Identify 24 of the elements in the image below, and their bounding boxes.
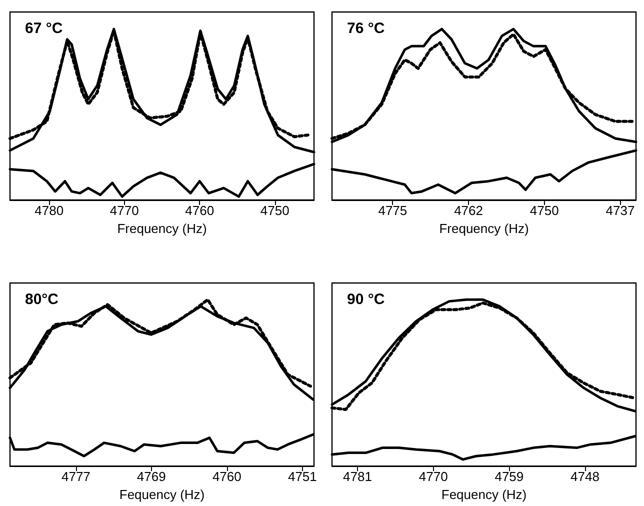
chart-title: 67 °C <box>25 20 63 37</box>
x-tick-label: 4775 <box>378 203 408 218</box>
x-tick-label: 4762 <box>454 203 483 218</box>
x-tick-label: 4760 <box>212 469 242 484</box>
x-tick-label: 4751 <box>288 469 317 484</box>
x-tick-label: 4760 <box>185 203 214 218</box>
chart-title: 76 °C <box>347 20 385 37</box>
x-tick-label: 4737 <box>606 203 635 218</box>
x-axis-title: Frequency (Hz) <box>117 220 207 236</box>
chart-title: 80°C <box>25 291 59 308</box>
x-tick-label: 4750 <box>260 203 290 218</box>
x-tick-label: 4750 <box>530 203 559 218</box>
x-axis-title: Frequency (Hz) <box>439 220 529 236</box>
x-tick-label: 4769 <box>136 469 166 484</box>
x-tick-label: 4748 <box>570 469 600 484</box>
x-axis-title: Fequency (Hz) <box>441 487 527 502</box>
x-tick-label: 4781 <box>343 469 372 484</box>
x-tick-label: 4770 <box>418 469 448 484</box>
x-axis-title: Fequency (Hz) <box>119 487 205 502</box>
x-tick-label: 4759 <box>494 469 524 484</box>
x-tick-label: 4777 <box>61 469 90 484</box>
chart-title: 90 °C <box>347 291 385 308</box>
x-tick-label: 4770 <box>110 203 139 218</box>
x-tick-label: 4780 <box>34 203 64 218</box>
